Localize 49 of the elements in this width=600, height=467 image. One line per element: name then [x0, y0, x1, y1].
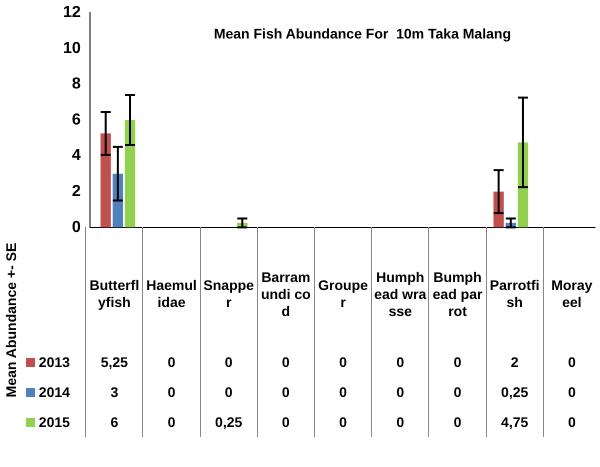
y-tick-label: 12 [63, 4, 81, 22]
data-label: 0 [543, 347, 600, 378]
data-label: 4,75 [486, 407, 544, 438]
x-tick-label: Butterflyfish [86, 227, 143, 348]
data-label: 0 [314, 347, 372, 378]
x-tick-label: Haemulidae [142, 227, 200, 348]
data-label: 0 [543, 407, 600, 438]
data-label: 0 [142, 407, 200, 438]
x-tick-label: Barramundi cod [257, 227, 314, 348]
data-label: 0 [142, 377, 200, 408]
y-tick-label: 0 [72, 218, 81, 236]
data-label: 2 [486, 347, 544, 378]
data-label: 0 [142, 347, 200, 378]
data-label: 0 [257, 347, 314, 378]
legend-label: 2014 [38, 382, 71, 402]
data-label: 0 [428, 377, 486, 408]
data-label: 5,25 [86, 347, 143, 378]
data-label: 0,25 [486, 377, 544, 408]
data-label: 0 [428, 407, 486, 438]
y-tick-label: 8 [72, 76, 81, 93]
y-tick-label: 10 [63, 40, 81, 57]
data-label: 0 [200, 347, 258, 378]
y-tick-label: 2 [72, 183, 81, 200]
x-tick-label: Bumphead parrot [428, 227, 486, 348]
bar [124, 120, 136, 228]
data-label: 0 [257, 377, 314, 408]
data-label: 0 [200, 377, 258, 408]
data-label: 0 [372, 407, 429, 438]
data-label: 0 [314, 377, 372, 408]
data-label: 0,25 [200, 407, 258, 438]
data-label: 0 [372, 377, 429, 408]
y-axis-title: Mean Abundance +- SE [3, 242, 19, 398]
x-tick-label: Parrotfish [486, 227, 544, 348]
legend-label: 2015 [38, 412, 71, 432]
x-tick-label: Humphead wrasse [372, 227, 429, 348]
data-label: 0 [428, 347, 486, 378]
x-tick-label: Snapper [200, 227, 258, 348]
data-label: 0 [372, 347, 429, 378]
data-label: 0 [543, 377, 600, 408]
data-label: 3 [86, 377, 143, 408]
bar [100, 133, 111, 228]
text: Mean Fish Abundance For 10m Taka Malang [214, 25, 511, 42]
x-tick-label: Grouper [314, 227, 372, 348]
data-label: 0 [314, 407, 372, 438]
data-label: 0 [257, 407, 314, 438]
x-tick-label: Moray eel [543, 227, 600, 348]
y-tick-label: 6 [72, 111, 81, 128]
y-tick-label: 4 [72, 147, 81, 164]
legend-label: 2013 [38, 352, 71, 372]
